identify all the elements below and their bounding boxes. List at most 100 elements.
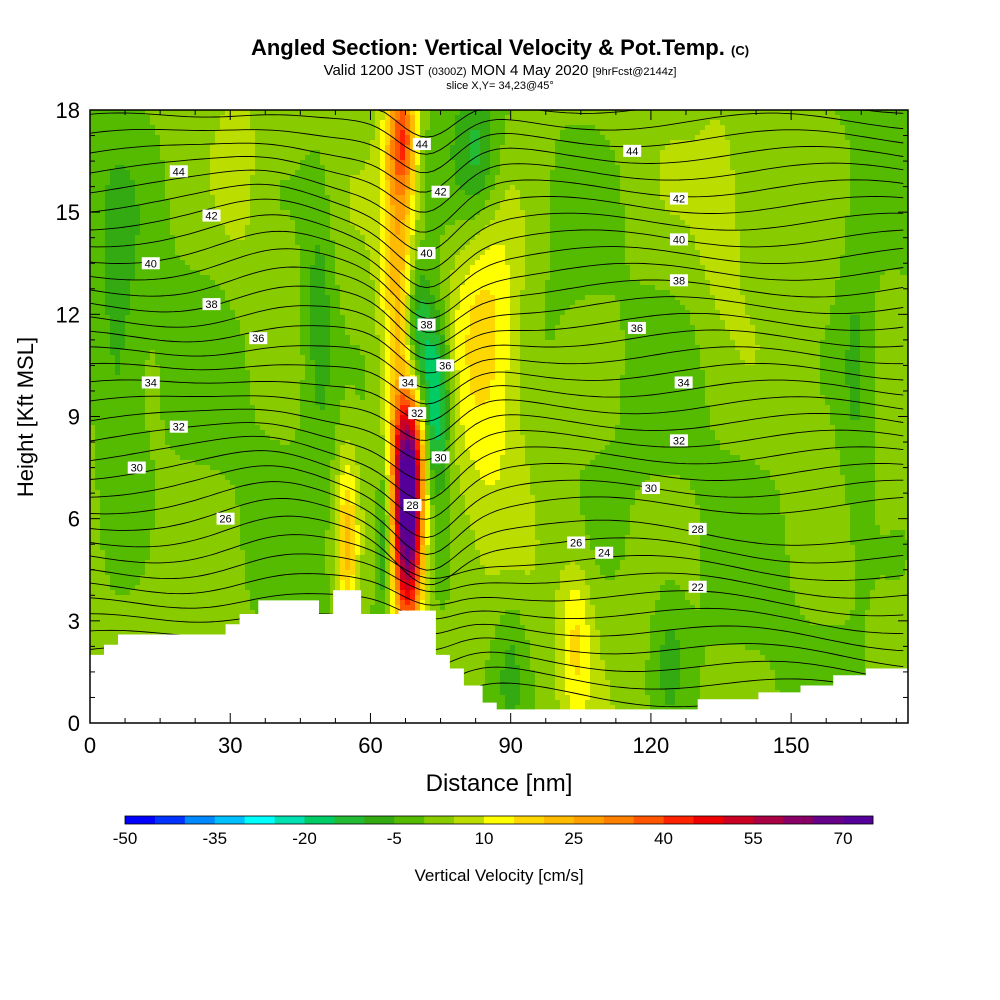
velocity-cell <box>280 575 286 581</box>
velocity-cell <box>110 155 116 161</box>
velocity-cell <box>200 540 206 546</box>
velocity-cell <box>200 235 206 241</box>
velocity-cell <box>220 230 226 236</box>
velocity-cell <box>215 125 221 131</box>
velocity-cell <box>230 400 236 406</box>
velocity-cell <box>195 185 201 191</box>
velocity-cell <box>130 480 136 486</box>
velocity-cell <box>280 445 286 451</box>
velocity-cell <box>105 140 111 146</box>
velocity-cell <box>260 135 266 141</box>
velocity-cell <box>135 225 141 231</box>
velocity-cell <box>90 485 96 491</box>
velocity-cell <box>235 495 241 501</box>
velocity-cell <box>280 220 286 226</box>
velocity-cell <box>160 380 166 386</box>
velocity-cell <box>160 510 166 516</box>
velocity-cell <box>160 150 166 156</box>
velocity-cell <box>130 235 136 241</box>
velocity-cell <box>270 175 276 181</box>
velocity-cell <box>170 600 176 606</box>
velocity-cell <box>285 350 291 356</box>
velocity-cell <box>95 150 101 156</box>
velocity-cell <box>110 545 116 551</box>
velocity-cell <box>100 500 106 506</box>
velocity-cell <box>145 495 151 501</box>
velocity-cell <box>210 120 216 126</box>
velocity-cell <box>105 420 111 426</box>
velocity-cell <box>185 395 191 401</box>
velocity-cell <box>185 435 191 441</box>
velocity-cell <box>175 630 181 636</box>
velocity-cell <box>210 545 216 551</box>
velocity-cell <box>140 180 146 186</box>
velocity-cell <box>160 195 166 201</box>
velocity-cell <box>110 410 116 416</box>
velocity-cell <box>195 450 201 456</box>
velocity-cell <box>130 490 136 496</box>
velocity-cell <box>235 205 241 211</box>
velocity-cell <box>240 595 246 601</box>
velocity-cell <box>250 155 256 161</box>
velocity-cell <box>110 480 116 486</box>
velocity-cell <box>130 255 136 261</box>
velocity-cell <box>125 150 131 156</box>
velocity-cell <box>145 410 151 416</box>
velocity-cell <box>175 525 181 531</box>
velocity-cell <box>105 205 111 211</box>
velocity-cell <box>230 550 236 556</box>
velocity-cell <box>195 280 201 286</box>
velocity-cell <box>90 575 96 581</box>
velocity-cell <box>130 130 136 136</box>
velocity-cell <box>280 595 286 601</box>
velocity-cell <box>100 565 106 571</box>
velocity-cell <box>265 460 271 466</box>
velocity-cell <box>150 305 156 311</box>
velocity-cell <box>120 545 126 551</box>
velocity-cell <box>190 385 196 391</box>
velocity-cell <box>230 215 236 221</box>
velocity-cell <box>275 355 281 361</box>
velocity-cell <box>235 145 241 151</box>
velocity-cell <box>200 450 206 456</box>
velocity-cell <box>160 465 166 471</box>
velocity-cell <box>285 175 291 181</box>
velocity-cell <box>190 135 196 141</box>
velocity-cell <box>185 205 191 211</box>
velocity-cell <box>90 420 96 426</box>
velocity-cell <box>155 390 161 396</box>
velocity-cell <box>275 115 281 121</box>
velocity-cell <box>130 520 136 526</box>
velocity-cell <box>125 295 131 301</box>
velocity-cell <box>240 385 246 391</box>
velocity-cell <box>145 610 151 616</box>
velocity-cell <box>225 430 231 436</box>
velocity-cell <box>135 595 141 601</box>
velocity-cell <box>130 120 136 126</box>
velocity-cell <box>150 495 156 501</box>
velocity-cell <box>115 560 121 566</box>
velocity-cell <box>260 255 266 261</box>
velocity-cell <box>190 305 196 311</box>
velocity-cell <box>95 195 101 201</box>
velocity-cell <box>275 295 281 301</box>
velocity-cell <box>160 495 166 501</box>
velocity-cell <box>270 570 276 576</box>
velocity-cell <box>200 275 206 281</box>
velocity-cell <box>105 170 111 176</box>
velocity-cell <box>155 490 161 496</box>
velocity-cell <box>95 130 101 136</box>
velocity-cell <box>95 410 101 416</box>
velocity-cell <box>180 110 186 116</box>
velocity-cell <box>215 625 221 631</box>
velocity-cell <box>150 525 156 531</box>
velocity-cell <box>120 430 126 436</box>
velocity-cell <box>260 560 266 566</box>
velocity-cell <box>230 455 236 461</box>
velocity-cell <box>175 345 181 351</box>
velocity-cell <box>275 530 281 536</box>
velocity-cell <box>125 455 131 461</box>
velocity-cell <box>125 315 131 321</box>
velocity-cell <box>255 265 261 271</box>
velocity-cell <box>240 310 246 316</box>
